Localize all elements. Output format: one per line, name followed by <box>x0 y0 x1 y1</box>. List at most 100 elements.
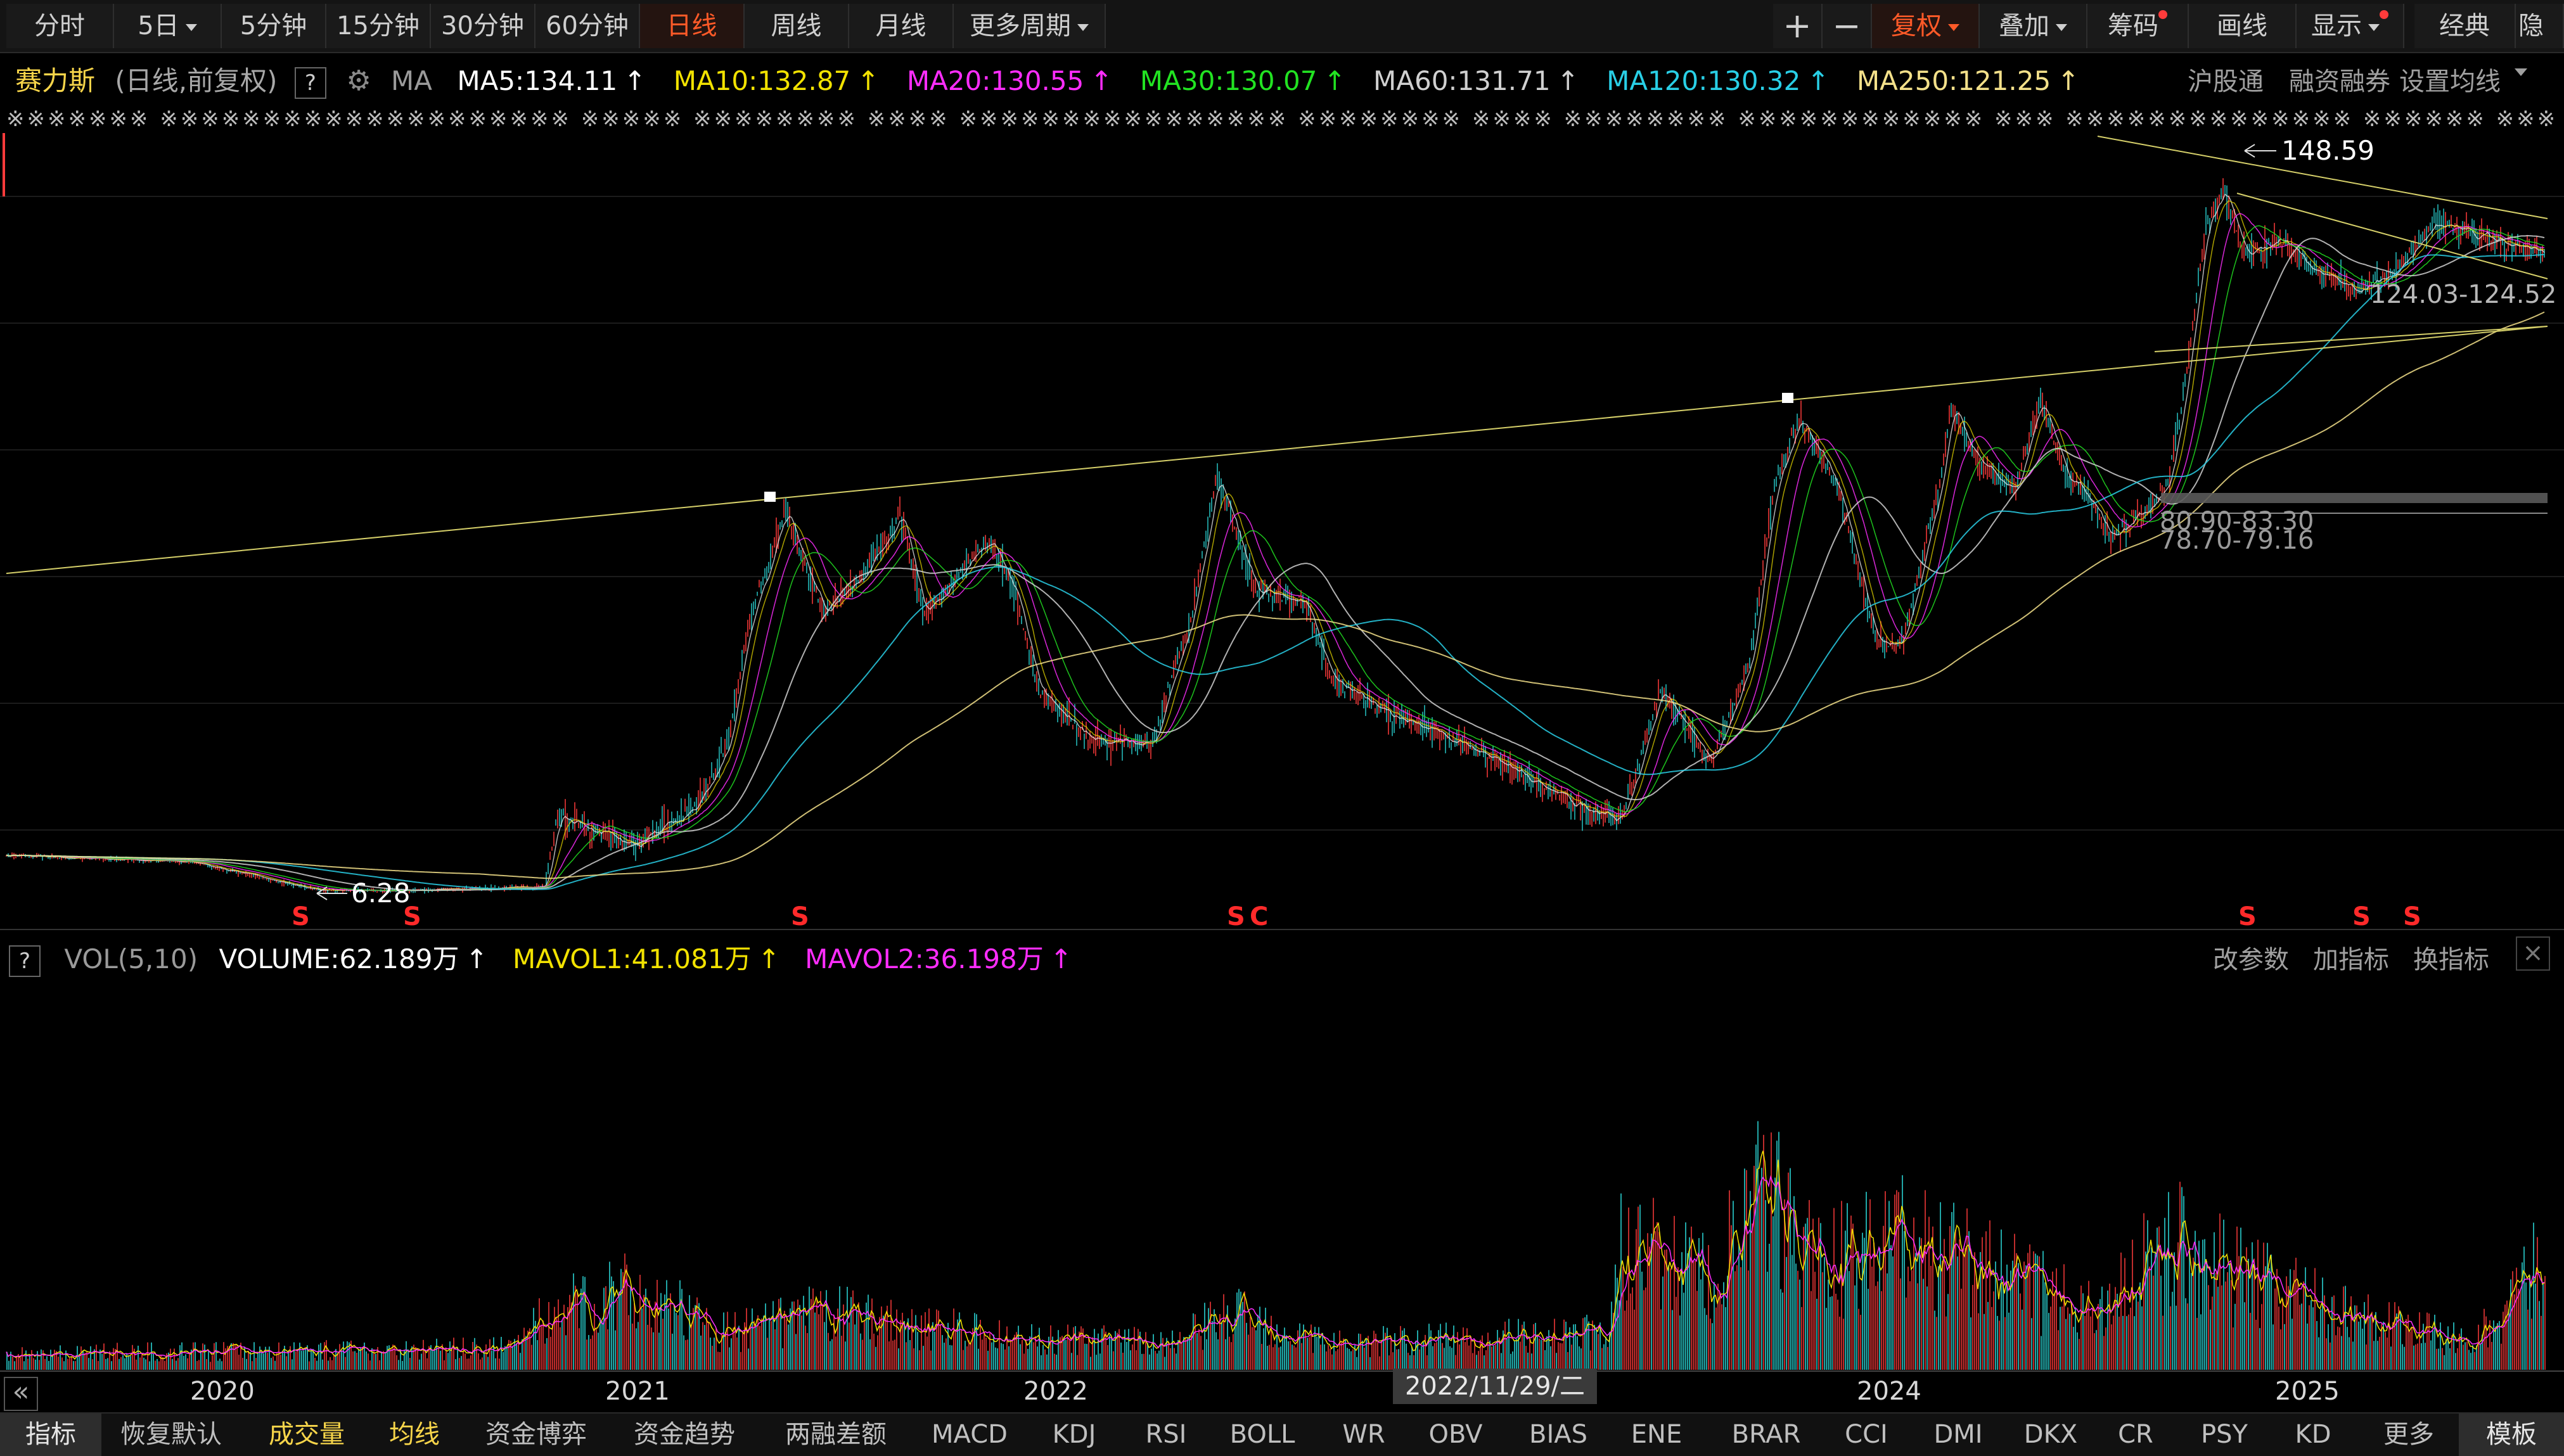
volume-bar <box>2200 1314 2202 1370</box>
volume-chart[interactable] <box>0 969 2564 1370</box>
volume-bar <box>613 1281 614 1370</box>
display-dropdown[interactable]: 显示 <box>2297 4 2404 48</box>
signal-mark[interactable]: S <box>292 902 310 931</box>
classic-button[interactable]: 经典 <box>2414 4 2516 48</box>
volume-bar <box>434 1350 435 1370</box>
range-band[interactable] <box>2161 493 2548 503</box>
tab-template[interactable]: 模板 <box>2459 1414 2564 1456</box>
volume-bar <box>1122 1352 1124 1370</box>
volume-bar <box>2527 1309 2529 1370</box>
volume-bar <box>2155 1251 2156 1370</box>
trend-handle[interactable] <box>1782 393 1793 403</box>
volume-bar <box>1723 1282 1724 1370</box>
zoom-out-button[interactable]: − <box>1823 4 1872 48</box>
tab-indicators[interactable]: 指标 <box>0 1414 101 1456</box>
tab-rsi[interactable]: RSI <box>1145 1420 1187 1449</box>
tab-moving-average[interactable]: 均线 <box>389 1420 440 1449</box>
tab-boll[interactable]: BOLL <box>1229 1420 1295 1449</box>
tab-30min[interactable]: 30分钟 <box>431 4 535 48</box>
zoom-in-button[interactable]: + <box>1773 4 1823 48</box>
tab-60min[interactable]: 60分钟 <box>535 4 640 48</box>
volume-bar <box>2065 1319 2067 1370</box>
signal-mark[interactable]: S <box>1227 902 1245 931</box>
tab-kd[interactable]: KD <box>2295 1420 2331 1449</box>
candlestick-chart[interactable]: 80.90-83.30 78.70-79.16 124.03-124.52 14… <box>0 133 2564 944</box>
tab-macd[interactable]: MACD <box>932 1420 1008 1449</box>
volume-bar <box>1276 1324 1278 1370</box>
volume-bar <box>873 1333 875 1370</box>
add-indicator-button[interactable]: 加指标 <box>2313 945 2389 974</box>
tab-dmi[interactable]: DMI <box>1933 1420 1983 1449</box>
trend-line-mid[interactable] <box>2236 193 2548 279</box>
expand-icon[interactable]: « <box>4 1377 38 1411</box>
volume-bar <box>2485 1316 2487 1370</box>
tab-intraday[interactable]: 分时 <box>6 4 114 48</box>
volume-bar <box>1567 1351 1568 1370</box>
trend-line-long[interactable] <box>6 326 2548 574</box>
chips-button[interactable]: 筹码 <box>2087 4 2189 48</box>
trend-line-support[interactable] <box>2154 326 2548 352</box>
signal-mark[interactable]: S <box>403 902 421 931</box>
signal-mark[interactable]: C <box>1250 902 1268 931</box>
tab-dkx[interactable]: DKX <box>2023 1420 2078 1449</box>
help-icon[interactable]: ? <box>294 67 326 99</box>
gear-icon[interactable]: ⚙ <box>346 65 371 97</box>
link-ma-settings[interactable]: 设置均线 <box>2399 67 2501 96</box>
volume-bar <box>917 1332 918 1370</box>
hide-button[interactable]: 隐藏 <box>2516 4 2564 48</box>
tab-monthly[interactable]: 月线 <box>849 4 954 48</box>
overlay-dropdown[interactable]: 叠加 <box>1980 4 2087 48</box>
trend-line-upper[interactable] <box>2097 136 2548 219</box>
tab-5day[interactable]: 5日 <box>114 4 222 48</box>
tab-weekly[interactable]: 周线 <box>745 4 849 48</box>
signal-mark[interactable]: S <box>2403 902 2421 931</box>
tab-daily[interactable]: 日线 <box>640 4 745 48</box>
help-icon[interactable]: ? <box>9 945 41 977</box>
tab-brar[interactable]: BRAR <box>1731 1420 1801 1449</box>
volume-bar <box>1335 1351 1336 1370</box>
tab-5min[interactable]: 5分钟 <box>222 4 326 48</box>
switch-indicator-button[interactable]: 换指标 <box>2413 945 2489 974</box>
signal-mark[interactable]: S <box>2352 902 2371 931</box>
volume-bar <box>1976 1278 1977 1370</box>
x-axis-year-label: 2024 <box>1857 1377 1921 1406</box>
tab-15min[interactable]: 15分钟 <box>326 4 431 48</box>
volume-bar <box>2248 1258 2249 1370</box>
tab-bias[interactable]: BIAS <box>1529 1420 1587 1449</box>
tab-cci[interactable]: CCI <box>1845 1420 1888 1449</box>
tab-cr[interactable]: CR <box>2118 1420 2153 1449</box>
tab-more-periods[interactable]: 更多周期 <box>954 4 1106 48</box>
volume-bar <box>2318 1337 2319 1370</box>
volume-bar <box>1096 1355 1097 1370</box>
tab-volume[interactable]: 成交量 <box>269 1420 345 1449</box>
tab-obv[interactable]: OBV <box>1428 1420 1483 1449</box>
tab-restore-default[interactable]: 恢复默认 <box>120 1420 222 1449</box>
signal-mark[interactable]: S <box>791 902 809 931</box>
tab-kdj[interactable]: KDJ <box>1052 1420 1096 1449</box>
link-hk-connect[interactable]: 沪股通 <box>2188 67 2264 96</box>
volume-bar <box>2379 1336 2380 1370</box>
draw-line-button[interactable]: 画线 <box>2189 4 2297 48</box>
volume-bar <box>1495 1344 1496 1370</box>
tab-margin-diff[interactable]: 两融差额 <box>785 1420 887 1449</box>
tab-fund-game[interactable]: 资金博弈 <box>485 1420 587 1449</box>
volume-bar <box>1080 1326 1082 1370</box>
volume-bar <box>1833 1208 1835 1370</box>
signal-mark[interactable]: S <box>2238 902 2257 931</box>
volume-bar <box>2451 1335 2452 1370</box>
volume-bar <box>2128 1314 2129 1370</box>
tab-more[interactable]: 更多 <box>2383 1420 2434 1449</box>
chevron-down-icon[interactable] <box>2515 68 2527 76</box>
tab-psy[interactable]: PSY <box>2201 1420 2248 1449</box>
adjust-price-dropdown[interactable]: 复权 <box>1872 4 1980 48</box>
volume-bar <box>234 1344 236 1370</box>
trend-handle[interactable] <box>764 492 776 502</box>
tab-fund-trend[interactable]: 资金趋势 <box>634 1420 735 1449</box>
volume-bar <box>255 1358 257 1370</box>
tab-wr[interactable]: WR <box>1342 1420 1385 1449</box>
link-margin-trading[interactable]: 融资融券 <box>2289 67 2390 96</box>
close-icon[interactable]: × <box>2516 936 2550 971</box>
volume-bar <box>586 1339 587 1370</box>
tab-ene[interactable]: ENE <box>1631 1420 1683 1449</box>
edit-params-button[interactable]: 改参数 <box>2213 945 2289 974</box>
